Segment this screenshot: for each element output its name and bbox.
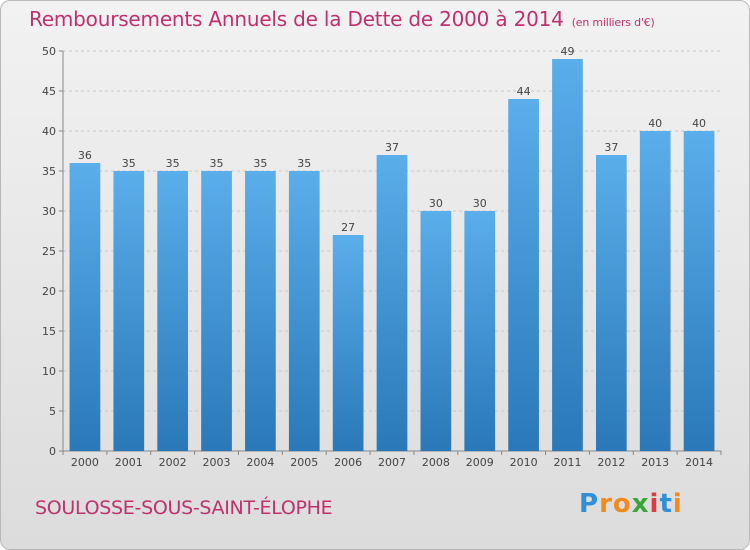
data-label: 35 <box>253 157 267 170</box>
bar <box>332 235 364 451</box>
y-tick-label: 20 <box>42 285 56 298</box>
y-tick-label: 25 <box>42 245 56 258</box>
data-label: 35 <box>122 157 136 170</box>
data-label: 36 <box>78 149 92 162</box>
bar <box>376 155 408 451</box>
data-label: 35 <box>166 157 180 170</box>
bar <box>420 211 452 451</box>
logo-letter: x <box>631 489 650 519</box>
bar <box>464 211 496 451</box>
bar <box>639 131 671 451</box>
y-tick-label: 15 <box>42 325 56 338</box>
x-tick-label: 2005 <box>290 456 318 469</box>
x-tick-label: 2003 <box>203 456 231 469</box>
chart-subtitle: (en milliers d'€) <box>571 16 655 29</box>
data-label: 30 <box>429 197 443 210</box>
x-tick-label: 2013 <box>641 456 669 469</box>
bar <box>201 171 232 451</box>
x-tick-label: 2010 <box>510 456 538 469</box>
y-tick-label: 0 <box>49 445 56 458</box>
data-label: 35 <box>297 157 311 170</box>
data-label: 40 <box>648 117 662 130</box>
logo-letter: i <box>672 489 683 519</box>
data-label: 37 <box>604 141 618 154</box>
data-label: 40 <box>692 117 706 130</box>
x-tick-label: 2007 <box>378 456 406 469</box>
x-tick-label: 2000 <box>71 456 99 469</box>
data-label: 30 <box>473 197 487 210</box>
bar <box>288 171 320 451</box>
data-label: 27 <box>341 221 355 234</box>
logo-letter: r <box>599 489 613 519</box>
bar <box>508 99 539 451</box>
bar <box>595 155 627 451</box>
data-label: 49 <box>560 45 574 58</box>
y-tick-label: 40 <box>42 125 56 138</box>
place-name: SOULOSSE-SOUS-SAINT-ÉLOPHE <box>35 497 333 519</box>
y-tick-label: 45 <box>42 85 56 98</box>
data-label: 44 <box>517 85 531 98</box>
data-label: 35 <box>210 157 224 170</box>
bar <box>69 163 101 451</box>
proxiti-logo: Proxiti <box>579 489 683 519</box>
x-tick-label: 2001 <box>115 456 143 469</box>
bar <box>245 171 276 451</box>
y-tick-label: 5 <box>49 405 56 418</box>
x-tick-label: 2006 <box>334 456 362 469</box>
x-tick-label: 2012 <box>597 456 625 469</box>
x-tick-label: 2002 <box>159 456 187 469</box>
bar <box>552 59 583 451</box>
x-tick-label: 2004 <box>246 456 274 469</box>
y-tick-label: 35 <box>42 165 56 178</box>
x-tick-label: 2008 <box>422 456 450 469</box>
logo-letter: P <box>579 489 600 519</box>
bar <box>157 171 189 451</box>
bar <box>683 131 715 451</box>
bar <box>113 171 145 451</box>
y-tick-label: 50 <box>42 45 56 58</box>
chart-title: Remboursements Annuels de la Dette de 20… <box>29 7 655 31</box>
logo-letter: t <box>659 489 673 519</box>
x-tick-label: 2011 <box>553 456 581 469</box>
x-tick-label: 2009 <box>466 456 494 469</box>
y-tick-label: 30 <box>42 205 56 218</box>
y-tick-label: 10 <box>42 365 56 378</box>
logo-letter: i <box>649 489 660 519</box>
logo-letter: o <box>612 489 632 519</box>
data-label: 37 <box>385 141 399 154</box>
x-tick-label: 2014 <box>685 456 713 469</box>
